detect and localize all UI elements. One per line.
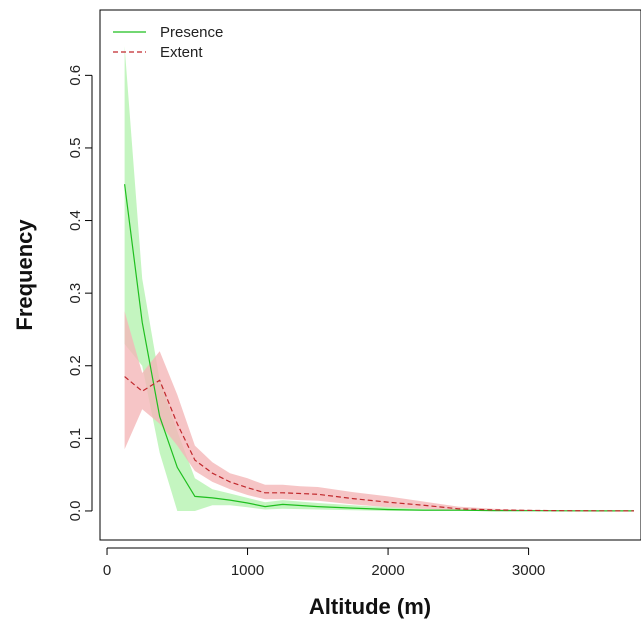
y-tick-label: 0.6	[67, 65, 84, 86]
presence-band	[124, 46, 634, 512]
extent-line	[124, 376, 635, 512]
confidence-bands	[124, 46, 634, 512]
legend: Presence Extent	[113, 24, 223, 61]
series-lines	[124, 184, 635, 512]
y-tick-label: 0.2	[67, 355, 84, 376]
x-tick-label: 1000	[231, 562, 264, 579]
y-tick-label: 0.3	[67, 283, 84, 304]
x-tick-label: 0	[103, 562, 111, 579]
axes: 0 1000 2000 3000 0.0 0.1 0.2 0.3 0.4 0.5 0.6	[67, 65, 545, 579]
y-tick-label: 0.0	[67, 501, 84, 522]
y-axis-title: Frequency	[12, 219, 37, 331]
plot-frame	[99, 9, 641, 541]
y-tick-label: 0.1	[67, 428, 84, 449]
legend-extent-label: Extent	[160, 44, 203, 61]
y-tick-label: 0.5	[67, 138, 84, 159]
extent-band	[124, 311, 634, 511]
x-tick-label: 3000	[512, 562, 545, 579]
legend-presence-label: Presence	[160, 24, 223, 41]
y-tick-label: 0.4	[67, 210, 84, 231]
x-axis-title: Altitude (m)	[309, 594, 431, 619]
x-tick-label: 2000	[371, 562, 404, 579]
